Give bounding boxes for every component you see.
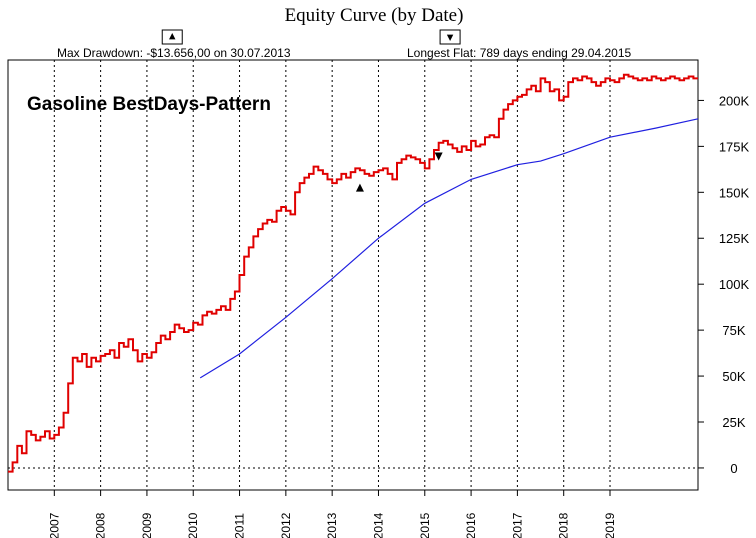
chart-annotation: Gasoline BestDays-Pattern <box>27 94 271 115</box>
header-markers <box>161 29 461 45</box>
x-tick-label: 2008 <box>94 512 108 538</box>
y-tick-label: 50K <box>722 369 745 384</box>
average-line <box>199 118 699 379</box>
chart-title: Equity Curve (by Date) <box>285 5 464 26</box>
flat-down-icon <box>446 34 454 41</box>
y-tick-label: 100K <box>719 277 750 292</box>
y-tick-label: 150K <box>719 185 750 200</box>
drawdown-up-icon <box>169 33 176 40</box>
series-layer <box>8 73 699 473</box>
x-tick-label: 2007 <box>47 512 61 538</box>
x-tick-label: 2013 <box>325 512 339 538</box>
max-drawdown-label: Max Drawdown: -$13.656,00 on 30.07.2013 <box>57 46 291 60</box>
y-tick-label: 0 <box>730 461 737 476</box>
x-tick-label: 2014 <box>371 512 385 538</box>
equity-line <box>8 73 698 473</box>
y-tick-label: 200K <box>719 93 750 108</box>
x-tick-label: 2017 <box>510 512 524 538</box>
y-tick-label: 25K <box>722 415 745 430</box>
longest-flat-label: Longest Flat: 789 days ending 29.04.2015 <box>407 46 632 60</box>
x-axis: 2007 2008 2009 2010 2011 2012 2013 2014 2015 2016… <box>47 490 617 538</box>
x-tick-label: 2018 <box>557 512 571 538</box>
x-tick-label: 2016 <box>464 512 478 538</box>
x-tick-label: 2012 <box>279 512 293 538</box>
drawdown-markers <box>355 152 443 192</box>
x-tick-label: 2010 <box>186 512 200 538</box>
flat-end-marker <box>434 152 443 161</box>
y-tick-label: 125K <box>719 231 750 246</box>
x-tick-label: 2015 <box>418 512 432 538</box>
x-tick-label: 2009 <box>140 512 154 538</box>
y-tick-label: 175K <box>719 139 750 154</box>
y-axis: 0 25K 50K 75K 100K 125K 150K 175K 200K <box>698 93 750 476</box>
plot-area <box>7 59 699 491</box>
x-tick-label: 2011 <box>233 513 247 538</box>
y-tick-label: 75K <box>722 323 745 338</box>
x-tick-label: 2019 <box>603 512 617 538</box>
max-drawdown-marker <box>355 183 364 192</box>
